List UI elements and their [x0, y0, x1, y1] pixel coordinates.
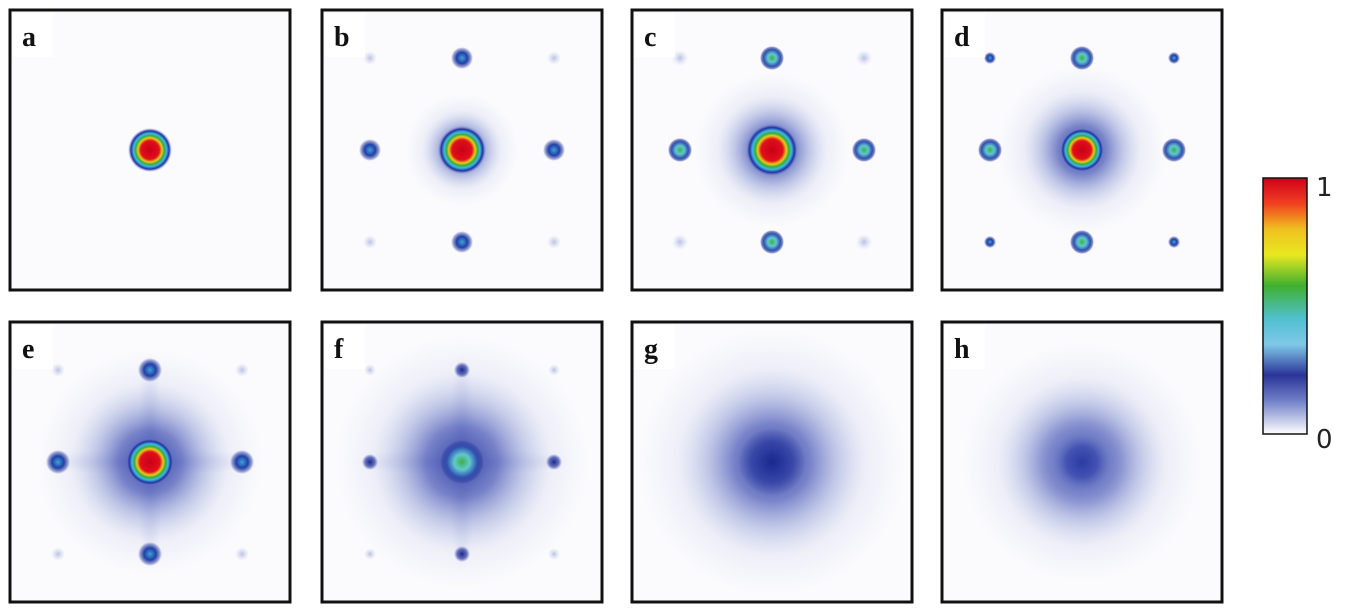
panel: g [630, 320, 914, 604]
label-box [325, 13, 365, 57]
panel: e [8, 320, 292, 604]
corner-peak [364, 548, 376, 560]
panel-border [8, 320, 292, 604]
panel-label: d [954, 22, 970, 53]
corner-peak [856, 50, 872, 66]
central-peak [128, 128, 172, 172]
side-peak [138, 358, 162, 382]
side-peak [978, 138, 1002, 162]
label-box [635, 13, 675, 57]
side-peak [451, 231, 473, 253]
panel: c [630, 8, 914, 292]
panel-border [940, 320, 1224, 604]
central-peak [1042, 422, 1122, 502]
corner-peak [856, 234, 872, 250]
colorbar-max-label: 1 [1316, 173, 1333, 203]
panel-label: a [22, 22, 36, 53]
central-peak [1060, 128, 1104, 172]
side-peak [451, 47, 473, 69]
panel: f [320, 320, 604, 604]
panel-label: c [644, 22, 656, 53]
corner-peak [547, 51, 561, 65]
corner-peak [235, 363, 249, 377]
central-peak [440, 440, 484, 484]
panel-border [630, 8, 914, 292]
corner-peak [548, 548, 560, 560]
corner-peak [51, 363, 65, 377]
panel-label: e [22, 334, 34, 365]
label-box [945, 13, 985, 57]
side-peak [1162, 138, 1186, 162]
side-peak [46, 450, 70, 474]
central-peak [126, 438, 174, 486]
corner-peak [235, 547, 249, 561]
corner-peak [1168, 236, 1180, 248]
side-peak [454, 362, 470, 378]
label-box [325, 325, 365, 369]
panel-border [320, 320, 604, 604]
side-peak [454, 546, 470, 562]
panel: b [320, 8, 604, 292]
panel-label: f [334, 334, 344, 365]
corner-peak [672, 50, 688, 66]
side-peak [852, 138, 876, 162]
panel-label: h [954, 334, 970, 365]
panel: d [940, 8, 1224, 292]
side-peak [760, 230, 784, 254]
corner-peak [547, 235, 561, 249]
panel-label: b [334, 22, 350, 53]
colorbar [1262, 177, 1308, 435]
corner-peak [1168, 52, 1180, 64]
corner-peak [363, 51, 377, 65]
panel: h [940, 320, 1224, 604]
corner-peak [672, 234, 688, 250]
central-peak [746, 124, 798, 176]
side-peak [668, 138, 692, 162]
side-peak [543, 139, 565, 161]
panel-border [320, 8, 604, 292]
side-peak [362, 454, 378, 470]
corner-peak [364, 364, 376, 376]
corner-peak [548, 364, 560, 376]
panel-border [630, 320, 914, 604]
central-peak [438, 126, 486, 174]
panel-border [8, 8, 292, 292]
corner-peak [51, 547, 65, 561]
colorbar-min-label: 0 [1316, 425, 1333, 455]
corner-peak [984, 236, 996, 248]
central-peak [738, 428, 806, 496]
panel-label: g [644, 334, 658, 365]
panel: a [8, 8, 292, 292]
side-peak [546, 454, 562, 470]
side-peak [230, 450, 254, 474]
side-peak [1070, 230, 1094, 254]
label-box [635, 325, 675, 369]
corner-peak [984, 52, 996, 64]
side-peak [359, 139, 381, 161]
side-peak [138, 542, 162, 566]
side-peak [760, 46, 784, 70]
panel-border [940, 8, 1224, 292]
label-box [13, 13, 53, 57]
label-box [945, 325, 985, 369]
corner-peak [363, 235, 377, 249]
label-box [13, 325, 53, 369]
side-peak [1070, 46, 1094, 70]
